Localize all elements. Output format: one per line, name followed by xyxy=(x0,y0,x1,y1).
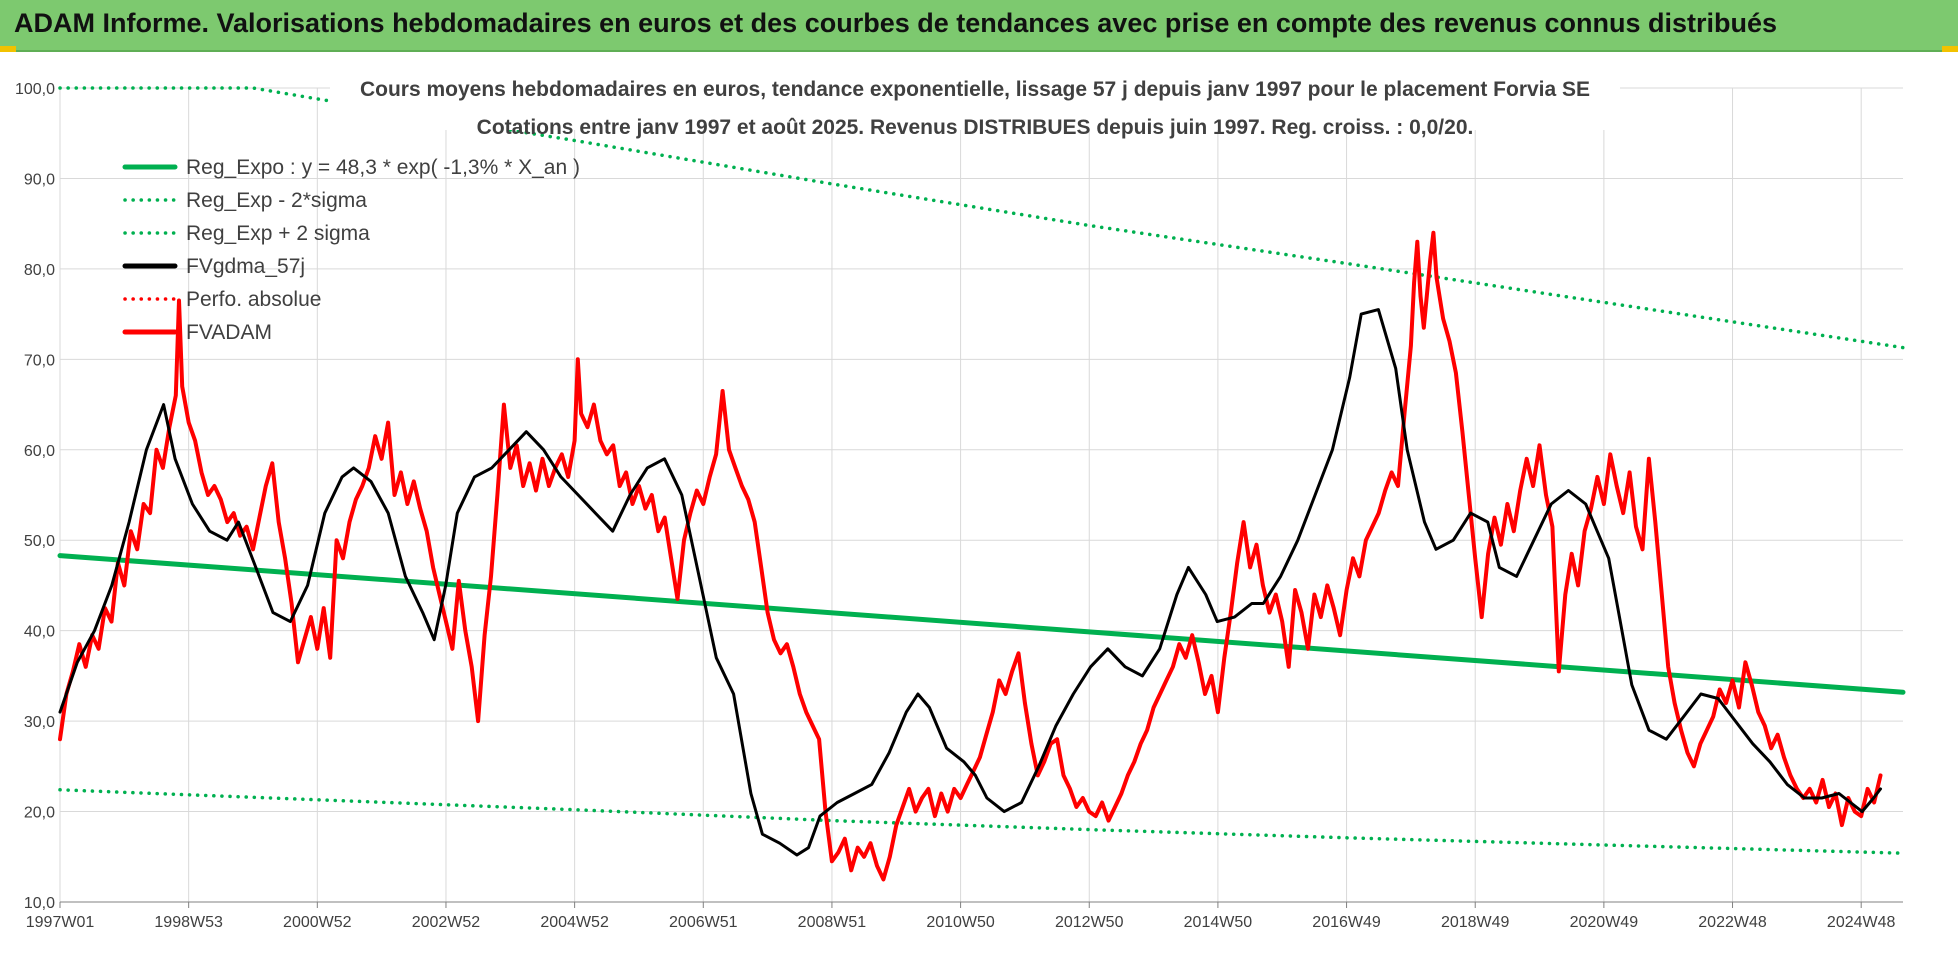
legend-label: Reg_Expo : y = 48,3 * exp( -1,3% * X_an … xyxy=(186,156,580,179)
legend-label: Perfo. absolue xyxy=(186,288,321,311)
y-tick-label: 40,0 xyxy=(24,624,55,641)
y-tick-label: 90,0 xyxy=(24,171,55,188)
x-tick-label: 2008W51 xyxy=(798,914,867,931)
chart-title-line1: Cours moyens hebdomadaires en euros, ten… xyxy=(360,78,1590,101)
y-tick-label: 100,0 xyxy=(15,81,55,98)
x-tick-label: 2000W52 xyxy=(283,914,352,931)
x-tick-label: 2010W50 xyxy=(926,914,995,931)
legend: Reg_Expo : y = 48,3 * exp( -1,3% * X_an … xyxy=(122,156,580,344)
y-tick-label: 80,0 xyxy=(24,262,55,279)
y-tick-label: 10,0 xyxy=(24,895,55,912)
series-line-smoothed xyxy=(58,308,1882,857)
axes: 10,0 20,0 30,0 40,0 50,0 60,0 70,0 80,0 90,0 100,… xyxy=(15,81,1903,931)
legend-label: FVADAM xyxy=(186,321,272,344)
corner-marker-right xyxy=(1942,46,1958,52)
title-box xyxy=(330,60,1620,130)
x-tick-label: 1998W53 xyxy=(154,914,223,931)
report-title: ADAM Informe. Valorisations hebdomadaire… xyxy=(14,8,1778,38)
x-tick-label: 2018W49 xyxy=(1441,914,1510,931)
series-group xyxy=(57,86,1906,882)
x-tick-label: 1997W01 xyxy=(26,914,95,931)
legend-label: Reg_Exp + 2 sigma xyxy=(186,222,370,245)
x-tick-label: 2022W48 xyxy=(1698,914,1767,931)
legend-label: Reg_Exp - 2*sigma xyxy=(186,189,367,212)
x-tick-label: 2004W52 xyxy=(540,914,609,931)
x-tick-label: 2006W51 xyxy=(669,914,738,931)
y-tick-label: 60,0 xyxy=(24,443,55,460)
series-line-reg-plus-2sigma xyxy=(58,86,1905,350)
x-tick-label: 2012W50 xyxy=(1055,914,1124,931)
chart-title-line2: Cotations entre janv 1997 et août 2025. … xyxy=(477,116,1474,139)
x-tick-label: 2002W52 xyxy=(412,914,481,931)
chart: 10,0 20,0 30,0 40,0 50,0 60,0 70,0 80,0 90,0 100,… xyxy=(15,60,1906,931)
report-banner: ADAM Informe. Valorisations hebdomadaire… xyxy=(0,0,1958,52)
x-tick-label: 2020W49 xyxy=(1570,914,1639,931)
y-tick-label: 50,0 xyxy=(24,533,55,550)
x-tick-label: 2014W50 xyxy=(1184,914,1253,931)
series-line-reg-minus-2sigma xyxy=(58,788,1905,855)
x-tick-label: 2016W49 xyxy=(1312,914,1381,931)
series-line-reg-expo xyxy=(57,553,1906,695)
y-tick-label: 30,0 xyxy=(24,714,55,731)
y-tick-label: 20,0 xyxy=(24,805,55,822)
x-tick-label: 2024W48 xyxy=(1827,914,1896,931)
corner-marker-left xyxy=(0,46,16,52)
legend-label: FVgdma_57j xyxy=(186,255,305,278)
y-tick-label: 70,0 xyxy=(24,352,55,369)
